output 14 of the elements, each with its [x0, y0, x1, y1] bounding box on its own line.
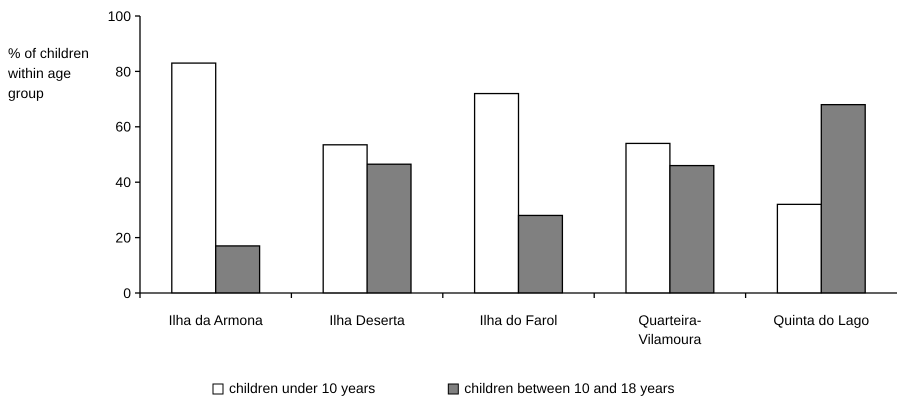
x-tick-label: Quinta do Lago	[773, 312, 870, 328]
y-tick-label: 20	[115, 230, 132, 246]
x-tick-label: Quarteira-Vilamoura	[638, 312, 702, 347]
legend-label: children under 10 years	[229, 380, 376, 396]
y-tick-label: 60	[115, 118, 132, 135]
x-tick-label: Ilha da Armona	[168, 312, 263, 328]
x-tick-label: Ilha Deserta	[329, 312, 406, 328]
y-tick-label: 80	[115, 63, 132, 80]
y-tick-label: 100	[108, 8, 132, 24]
legend-label: children between 10 and 18 years	[464, 380, 674, 396]
x-tick-label: Ilha do Farol	[480, 312, 558, 328]
y-axis-title: % of children within age group	[7, 45, 89, 101]
y-tick-label: 40	[115, 174, 132, 190]
y-tick-label: 0	[123, 284, 132, 301]
